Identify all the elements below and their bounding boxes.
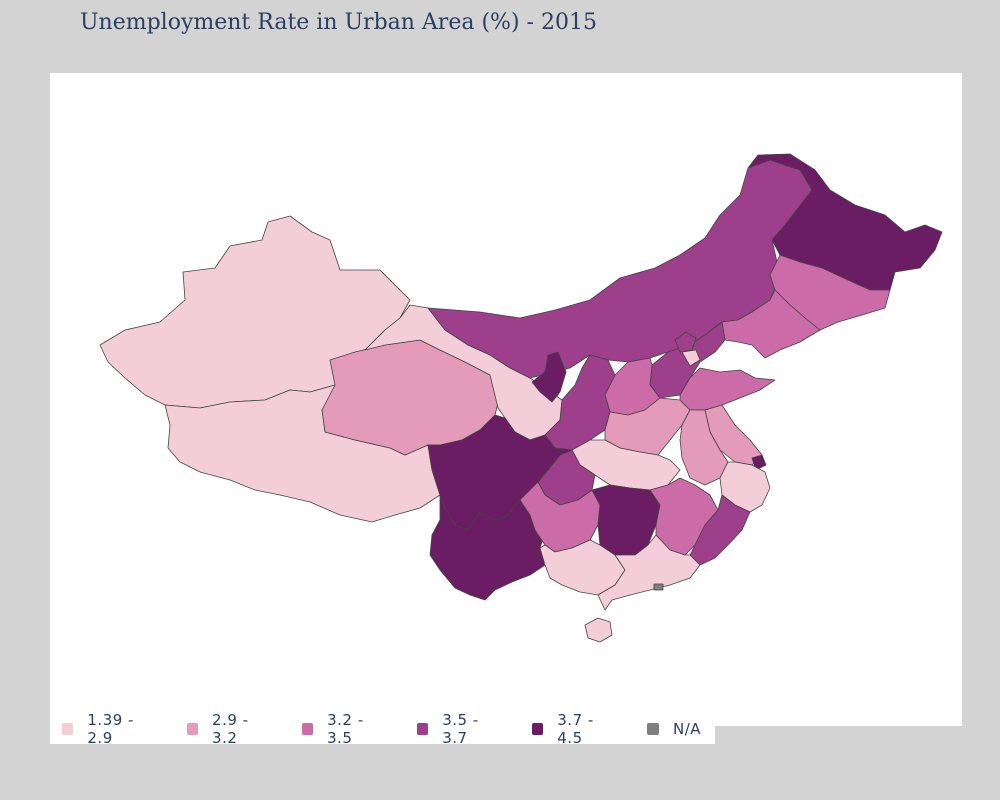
legend-label: N/A bbox=[672, 720, 702, 738]
legend-swatch bbox=[416, 723, 429, 735]
legend-label: 3.7 - 4.5 bbox=[557, 711, 594, 747]
chart-title: Unemployment Rate in Urban Area (%) - 20… bbox=[80, 10, 597, 35]
region-heilongjiang[interactable] bbox=[747, 153, 943, 291]
china-choropleth-map bbox=[99, 153, 943, 643]
legend-item[interactable]: 2.9 - 3.2 bbox=[186, 711, 276, 747]
legend-item[interactable]: 1.39 - 2.9 bbox=[62, 711, 161, 747]
legend-label: 3.5 - 3.7 bbox=[442, 711, 479, 747]
legend-swatch bbox=[186, 723, 199, 735]
legend-swatch bbox=[301, 723, 314, 735]
legend-label: 1.39 - 2.9 bbox=[87, 711, 134, 747]
region-hainan[interactable] bbox=[584, 617, 613, 643]
legend-swatch bbox=[531, 723, 544, 735]
legend-item[interactable]: N/A bbox=[646, 720, 702, 738]
region-shandong[interactable] bbox=[679, 367, 776, 411]
legend-label: 2.9 - 3.2 bbox=[212, 711, 249, 747]
legend-item[interactable]: 3.7 - 4.5 bbox=[531, 711, 621, 747]
map-plot-area bbox=[50, 73, 962, 726]
legend-label: 3.2 - 3.5 bbox=[327, 711, 364, 747]
legend-item[interactable]: 3.5 - 3.7 bbox=[416, 711, 506, 747]
region-ningxia[interactable] bbox=[531, 351, 567, 403]
legend: 1.39 - 2.9 2.9 - 3.2 3.2 - 3.5 3.5 - 3.7 3.7… bbox=[50, 711, 715, 747]
region-hongkong[interactable] bbox=[653, 583, 664, 591]
region-tianjin[interactable] bbox=[681, 349, 701, 367]
region-hubei[interactable] bbox=[571, 439, 681, 491]
legend-item[interactable]: 3.2 - 3.5 bbox=[301, 711, 391, 747]
region-beijing[interactable] bbox=[674, 331, 697, 353]
region-guangdong[interactable] bbox=[597, 534, 701, 611]
legend-swatch bbox=[646, 723, 659, 735]
region-liaoning[interactable] bbox=[721, 289, 821, 359]
region-fujian[interactable] bbox=[689, 494, 751, 566]
legend-swatch bbox=[62, 723, 74, 735]
